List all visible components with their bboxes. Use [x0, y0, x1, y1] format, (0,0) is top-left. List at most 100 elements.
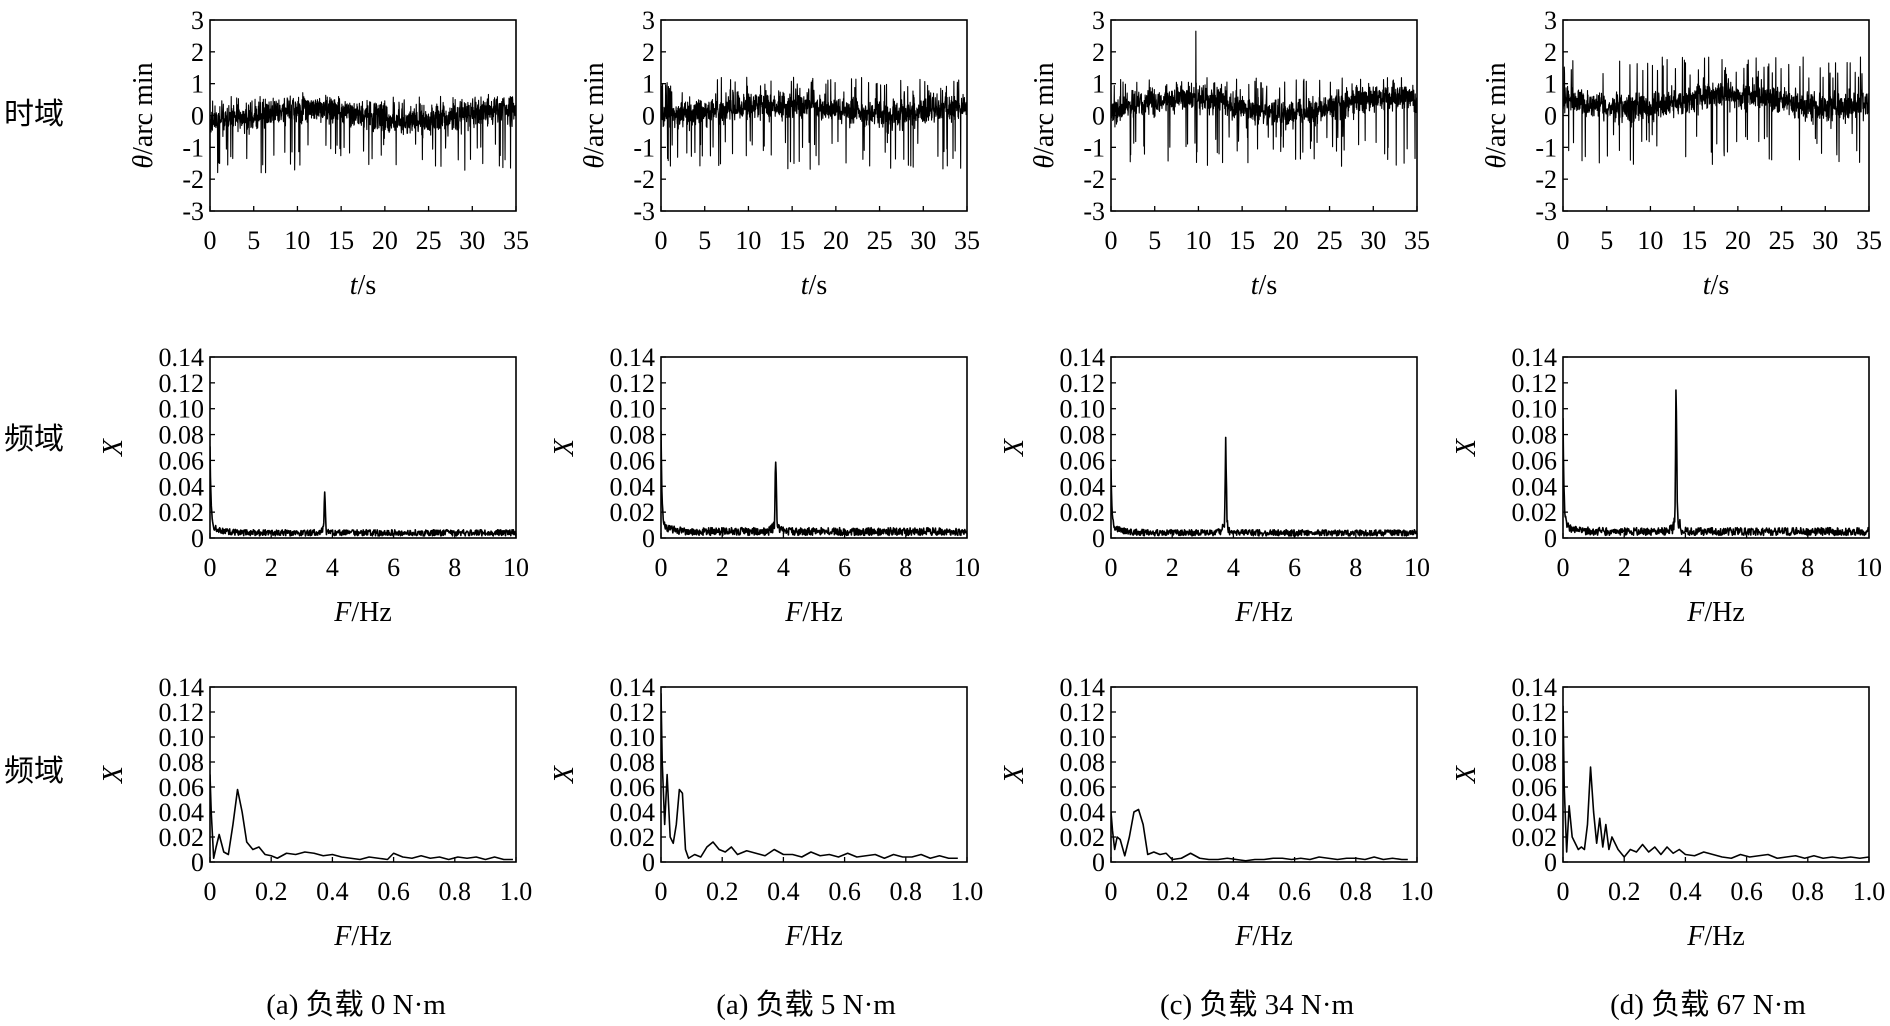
- y-tick-label: 0.12: [1512, 698, 1558, 727]
- y-tick-label: 0.10: [610, 723, 656, 752]
- x-axis-variable: t: [1703, 270, 1712, 301]
- x-tick-label: 10: [1404, 553, 1430, 582]
- caption-load-0: (a) 负载 0 N·m: [266, 988, 446, 1021]
- series-line: [210, 774, 513, 861]
- y-tick-label: 0.04: [1060, 798, 1106, 827]
- x-tick-label: 0.6: [377, 877, 410, 906]
- y-tick-label: 0.08: [610, 748, 656, 777]
- x-tick-label: 0: [1105, 553, 1118, 582]
- x-axis-label: F/Hz: [784, 597, 843, 628]
- x-axis-unit: /Hz: [351, 597, 391, 628]
- x-tick-label: 6: [1740, 553, 1753, 582]
- x-tick-label: 6: [387, 553, 400, 582]
- y-tick-label: -1: [633, 133, 655, 162]
- x-axis-unit: /s: [809, 270, 828, 301]
- plot-frame: [1562, 356, 1870, 539]
- y-tick-label: 0.04: [1512, 798, 1558, 827]
- x-tick-label: 0.4: [316, 877, 349, 906]
- plot-frame: [660, 356, 968, 539]
- series-line: [1111, 30, 1417, 167]
- y-tick-label: 0: [1544, 524, 1557, 553]
- series-line: [210, 446, 516, 537]
- caption-load-5: (a) 负载 5 N·m: [716, 988, 896, 1021]
- x-tick-label: 0.4: [767, 877, 800, 906]
- y-tick-label: 0.08: [1060, 748, 1106, 777]
- x-tick-label: 4: [777, 553, 790, 582]
- x-axis-label: F/Hz: [1234, 921, 1293, 952]
- x-tick-label: 0: [204, 877, 217, 906]
- y-tick-label: 0.04: [159, 798, 205, 827]
- y-tick-label: 0.10: [1512, 723, 1558, 752]
- y-tick-label: 0.06: [610, 446, 656, 475]
- x-tick-label: 8: [448, 553, 461, 582]
- y-tick-label: 0.12: [159, 369, 205, 398]
- x-axis-label: F/Hz: [1686, 921, 1745, 952]
- x-tick-label: 0.6: [1278, 877, 1311, 906]
- y-axis-variable: θ: [1029, 155, 1060, 169]
- plot-frame: [1562, 686, 1870, 863]
- x-tick-label: 0.2: [1156, 877, 1189, 906]
- y-tick-label: 0.08: [610, 421, 656, 450]
- x-tick-label: 20: [372, 226, 398, 255]
- x-axis-unit: /Hz: [802, 921, 842, 952]
- x-tick-label: 10: [284, 226, 310, 255]
- x-axis-label: F/Hz: [784, 921, 843, 952]
- caption-load-67: (d) 负载 67 N·m: [1610, 988, 1806, 1021]
- plot-frame: [209, 686, 517, 863]
- y-tick-label: 0.08: [1512, 748, 1558, 777]
- x-tick-label: 0.8: [1340, 877, 1373, 906]
- caption-load-34: (c) 负载 34 N·m: [1160, 988, 1355, 1021]
- y-axis-variable: X: [98, 438, 129, 457]
- x-tick-label: 5: [247, 226, 260, 255]
- x-axis-label: F/Hz: [1686, 597, 1745, 628]
- x-tick-label: 6: [1288, 553, 1301, 582]
- x-tick-label: 4: [1227, 553, 1240, 582]
- y-tick-label: 0.14: [1512, 343, 1558, 372]
- y-tick-label: 0.02: [610, 498, 656, 527]
- y-tick-label: 0.14: [159, 673, 205, 702]
- x-tick-label: 2: [1618, 553, 1631, 582]
- y-tick-label: -1: [182, 133, 204, 162]
- y-tick-label: 2: [1544, 38, 1557, 67]
- y-tick-label: 0: [191, 524, 204, 553]
- series-line: [1563, 705, 1869, 860]
- x-tick-label: 25: [1317, 226, 1343, 255]
- x-tick-label: 0.8: [439, 877, 472, 906]
- x-tick-label: 25: [416, 226, 442, 255]
- y-axis-label: X: [1451, 765, 1482, 784]
- y-tick-label: 0.14: [1512, 673, 1558, 702]
- y-tick-label: 0.06: [1512, 773, 1558, 802]
- x-axis-variable: t: [350, 270, 359, 301]
- y-tick-label: 0.02: [1060, 498, 1106, 527]
- x-tick-label: 0: [655, 553, 668, 582]
- x-tick-label: 15: [779, 226, 805, 255]
- x-axis-label: F/Hz: [333, 597, 392, 628]
- y-tick-label: 0.14: [610, 343, 656, 372]
- x-tick-label: 35: [1856, 226, 1882, 255]
- series-line: [210, 92, 516, 174]
- y-tick-label: 0: [1092, 102, 1105, 131]
- y-axis-label: X: [1451, 438, 1482, 457]
- y-tick-label: 1: [191, 70, 204, 99]
- y-axis-variable: X: [999, 438, 1030, 457]
- y-tick-label: 0.02: [1512, 498, 1558, 527]
- series-line: [1111, 808, 1408, 862]
- y-tick-label: 0.10: [159, 723, 205, 752]
- y-tick-label: 2: [1092, 38, 1105, 67]
- x-tick-label: 0.6: [828, 877, 861, 906]
- x-tick-label: 5: [698, 226, 711, 255]
- plot-frame: [1110, 356, 1418, 539]
- y-axis-label: X: [549, 438, 580, 457]
- x-tick-label: 10: [735, 226, 761, 255]
- y-tick-label: 0: [1544, 102, 1557, 131]
- y-axis-label: θ/arc min: [128, 62, 159, 168]
- x-axis-variable: F: [1686, 597, 1705, 628]
- y-axis-label: θ/arc min: [579, 62, 610, 168]
- y-tick-label: 0.06: [159, 773, 205, 802]
- x-tick-label: 10: [1637, 226, 1663, 255]
- row-labels: 时域 频域 频域: [4, 98, 64, 788]
